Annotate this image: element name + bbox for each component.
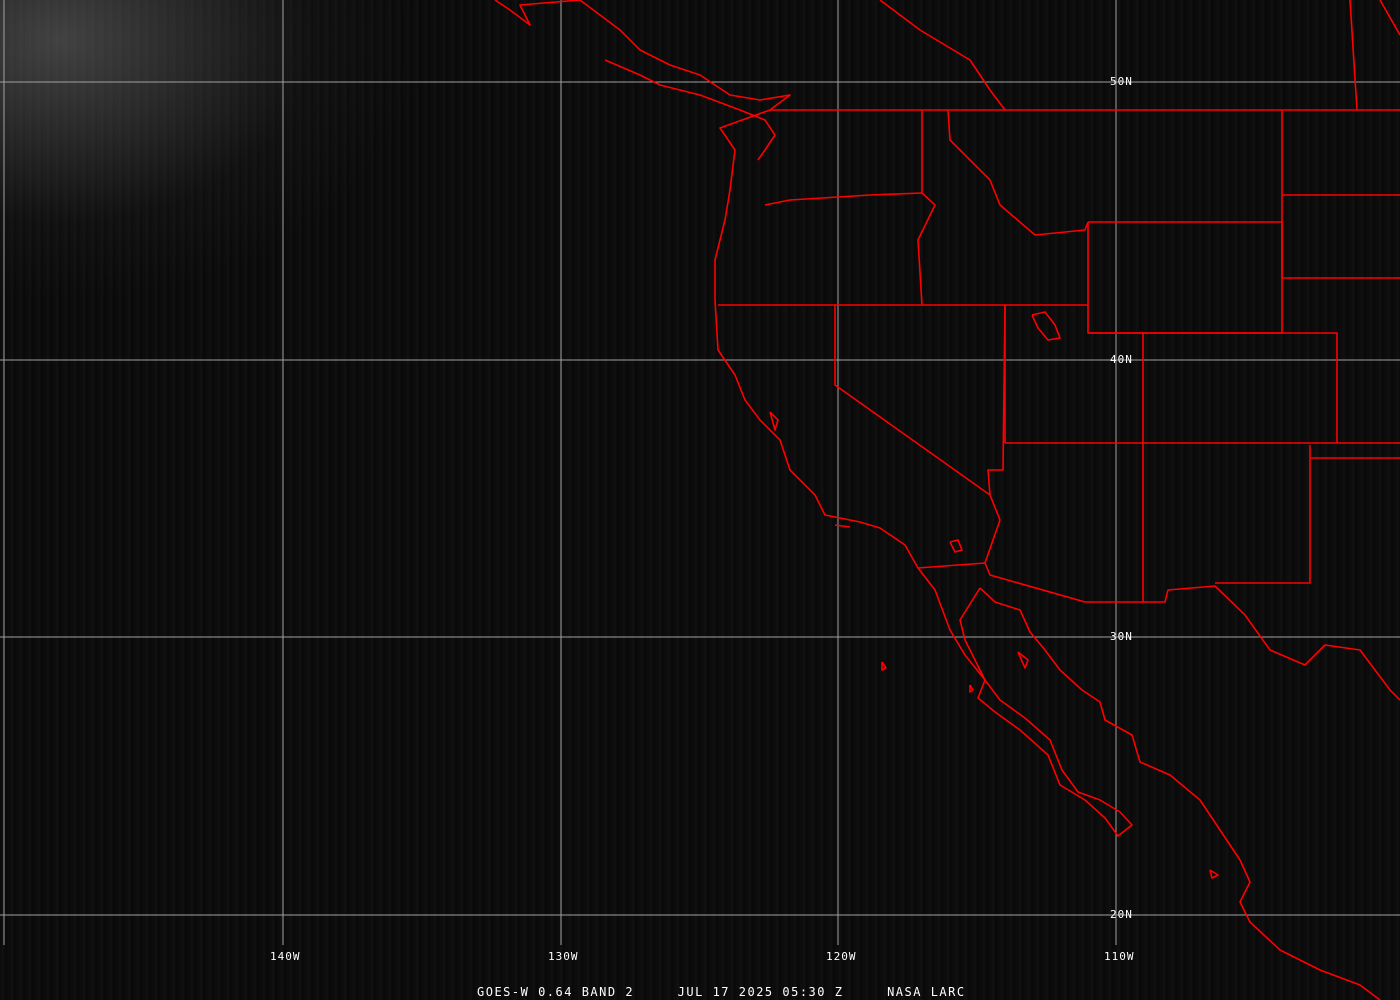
west-coast — [714, 109, 1133, 837]
graticule — [0, 0, 1400, 945]
image-caption: GOES-W 0.64 BAND 2 JUL 17 2025 05:30 Z N… — [477, 985, 966, 999]
colorado-north — [1088, 332, 1338, 443]
timestamp: JUL 17 2025 05:30 Z — [677, 985, 844, 999]
wyoming — [1087, 221, 1283, 334]
bc-coast — [494, 0, 791, 111]
island-tiburon — [1017, 651, 1029, 669]
island-socorro — [1209, 869, 1219, 879]
id-mt-border — [947, 109, 1089, 236]
satellite-band: GOES-W 0.64 BAND 2 — [477, 985, 635, 999]
island-cedros — [969, 684, 974, 693]
gulf-east-coast — [979, 587, 1381, 1000]
nm-east-border — [1309, 445, 1400, 459]
lon-label-130w: 130W — [548, 950, 579, 963]
great-salt-lake — [1031, 311, 1061, 341]
lat-label-50n: 50N — [1110, 75, 1133, 88]
lon-label-140w: 140W — [270, 950, 301, 963]
salton-sea — [949, 539, 963, 553]
wa-or-border — [764, 192, 936, 306]
canada-border-ne — [1379, 0, 1400, 36]
lon-label-110w: 110W — [1104, 950, 1135, 963]
boundaries — [494, 0, 1400, 1000]
canada-border-east — [1349, 0, 1358, 111]
vancouver-island — [604, 59, 776, 161]
lat-label-20n: 20N — [1110, 908, 1133, 921]
lat-label-40n: 40N — [1110, 353, 1133, 366]
lon-label-120w: 120W — [826, 950, 857, 963]
ca-nv-border — [834, 304, 1006, 496]
sf-bay — [769, 411, 779, 431]
island-guadalupe — [881, 661, 887, 671]
us-mexico-border — [917, 562, 1400, 701]
bc-interior — [879, 0, 1006, 111]
nm-tx-border — [1215, 458, 1311, 584]
source: NASA LARC — [887, 985, 966, 999]
nv-az-border — [984, 494, 1001, 564]
channel-islands — [834, 524, 851, 528]
lat-label-30n: 30N — [1110, 630, 1133, 643]
